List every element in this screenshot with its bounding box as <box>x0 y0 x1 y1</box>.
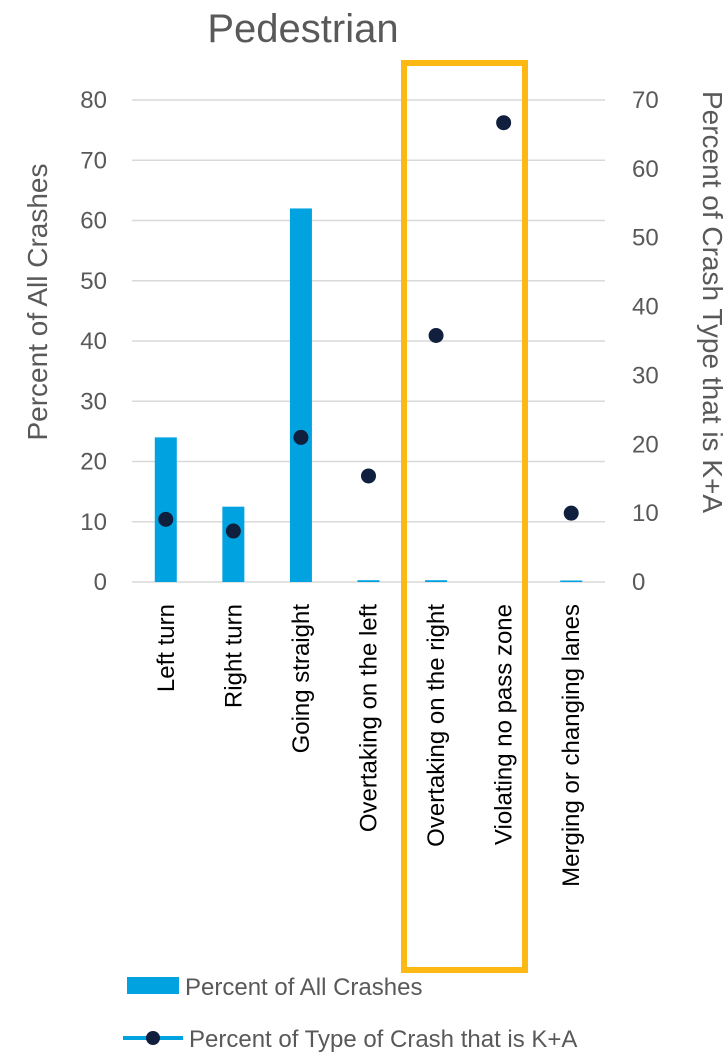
data-point <box>158 511 174 527</box>
right-tick-label: 50 <box>632 225 659 252</box>
right-tick-label: 0 <box>632 569 645 596</box>
right-tick-label: 60 <box>632 156 659 183</box>
category-labels: Left turn Right turn Going straight Overtak… <box>153 604 585 887</box>
legend-point-marker <box>146 1031 160 1045</box>
legend: Percent of All Crashes Percent of Type o… <box>123 974 577 1053</box>
right-tick-label: 30 <box>632 362 659 389</box>
bar <box>154 437 177 582</box>
legend-bar-label: Percent of All Crashes <box>185 974 422 1001</box>
left-tick-label: 20 <box>80 449 107 476</box>
data-point <box>563 505 579 521</box>
right-tick-label: 20 <box>632 431 659 458</box>
bar <box>560 580 583 582</box>
left-tick-label: 40 <box>80 328 107 355</box>
legend-point-label: Percent of Type of Crash that is K+A <box>189 1026 577 1053</box>
right-axis-title: Percent of Crash Type that is K+A <box>697 91 726 513</box>
highlight-box <box>401 60 528 973</box>
category-label: Violating no pass zone <box>491 604 518 845</box>
category-label: Right turn <box>220 604 247 708</box>
right-tick-label: 10 <box>632 500 659 527</box>
right-tick-label: 70 <box>632 87 659 114</box>
left-axis-title: Percent of All Crashes <box>22 163 53 440</box>
bar <box>289 208 312 582</box>
data-point <box>361 468 376 484</box>
bar-series <box>154 208 583 582</box>
data-point <box>496 115 512 131</box>
right-axis-ticks: 0 10 20 30 40 50 60 70 <box>632 87 659 596</box>
left-tick-label: 30 <box>80 388 107 415</box>
data-point <box>293 429 309 445</box>
category-label: Overtaking on the left <box>356 604 383 832</box>
left-axis-ticks: 0 10 20 30 40 50 60 70 80 <box>80 87 107 596</box>
right-tick-label: 40 <box>632 294 659 321</box>
point-series <box>158 115 579 539</box>
category-label: Going straight <box>288 604 315 754</box>
data-point <box>225 523 241 539</box>
chart-title: Pedestrian <box>207 7 398 51</box>
bar <box>425 580 448 582</box>
left-tick-label: 70 <box>80 147 107 174</box>
category-label: Overtaking on the right <box>423 604 450 847</box>
left-tick-label: 60 <box>80 208 107 235</box>
left-tick-label: 80 <box>80 87 107 114</box>
bar <box>222 506 245 582</box>
bar <box>357 580 380 582</box>
left-tick-label: 0 <box>94 569 107 596</box>
category-label: Merging or changing lanes <box>558 604 585 887</box>
left-tick-label: 50 <box>80 268 107 295</box>
gridlines <box>132 99 605 583</box>
left-tick-label: 10 <box>80 509 107 536</box>
data-point <box>428 327 444 343</box>
category-label: Left turn <box>153 604 180 692</box>
legend-bar-swatch <box>127 977 179 994</box>
